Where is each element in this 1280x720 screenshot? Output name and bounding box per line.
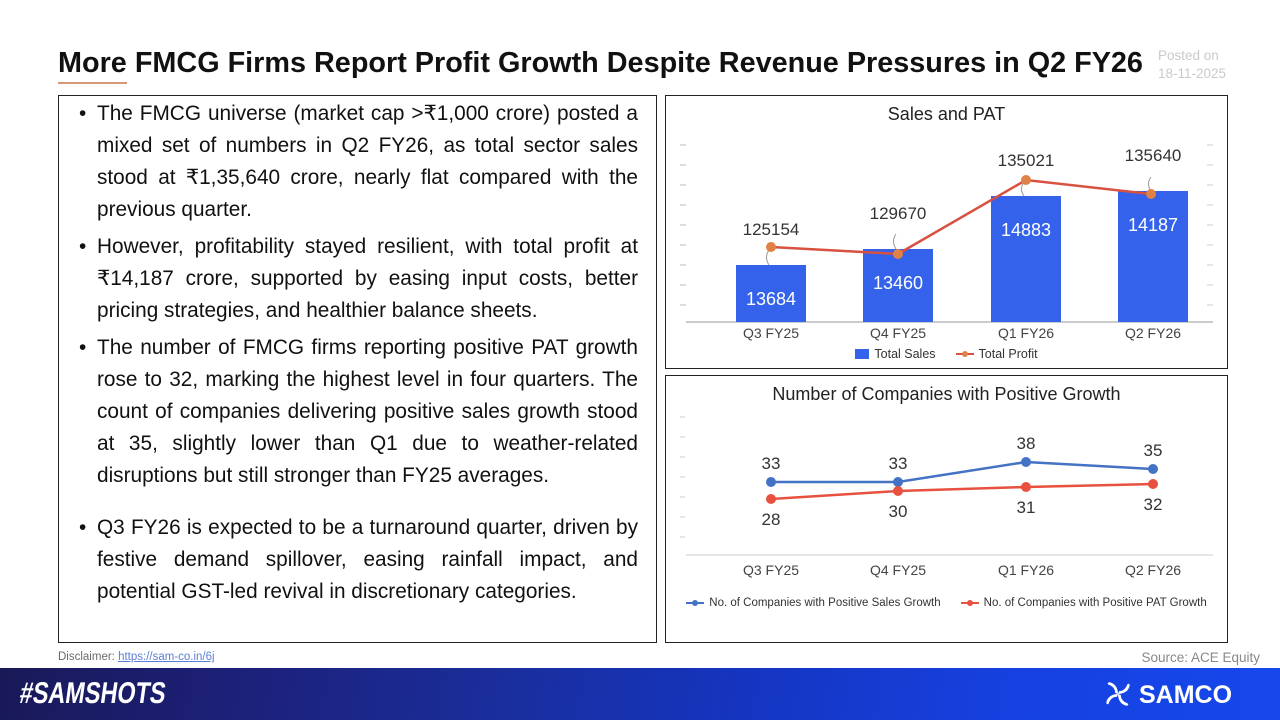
svg-text:129670: 129670 xyxy=(870,204,927,223)
svg-text:Q4 FY25: Q4 FY25 xyxy=(870,562,926,578)
svg-text:35: 35 xyxy=(1144,441,1163,460)
svg-text:135640: 135640 xyxy=(1125,146,1182,165)
svg-text:30: 30 xyxy=(889,502,908,521)
svg-text:135021: 135021 xyxy=(998,151,1055,170)
svg-text:14883: 14883 xyxy=(1001,220,1051,240)
svg-text:33: 33 xyxy=(889,454,908,473)
svg-text:13684: 13684 xyxy=(746,289,796,309)
svg-text:SAMCO: SAMCO xyxy=(1139,681,1232,709)
svg-text:Q1 FY26: Q1 FY26 xyxy=(998,562,1054,578)
svg-text:31: 31 xyxy=(1017,498,1036,517)
svg-text:33: 33 xyxy=(762,454,781,473)
svg-text:32: 32 xyxy=(1144,495,1163,514)
svg-text:Q1 FY26: Q1 FY26 xyxy=(998,325,1054,341)
svg-text:Q2 FY26: Q2 FY26 xyxy=(1125,562,1181,578)
svg-text:38: 38 xyxy=(1017,434,1036,453)
svg-text:125154: 125154 xyxy=(743,220,800,239)
svg-text:Q4 FY25: Q4 FY25 xyxy=(870,325,926,341)
svg-text:14187: 14187 xyxy=(1128,215,1178,235)
svg-text:Q3 FY25: Q3 FY25 xyxy=(743,325,799,341)
svg-text:28: 28 xyxy=(762,510,781,529)
svg-text:13460: 13460 xyxy=(873,273,923,293)
svg-text:Q2 FY26: Q2 FY26 xyxy=(1125,325,1181,341)
svg-text:Q3 FY25: Q3 FY25 xyxy=(743,562,799,578)
